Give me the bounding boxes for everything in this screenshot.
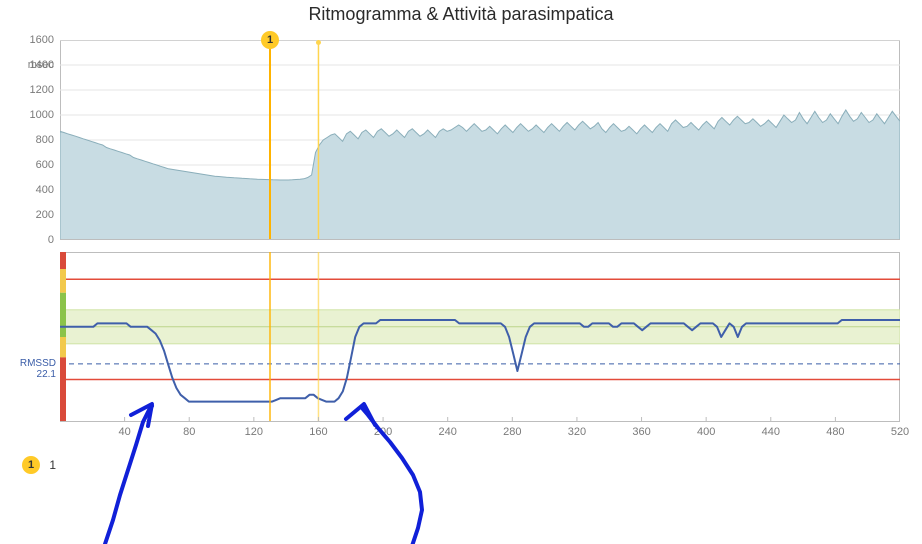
x-tick-label: 80 [183, 426, 195, 438]
legend-badge: 1 [22, 456, 40, 474]
x-tick-label: 440 [762, 426, 780, 438]
bottom-chart-svg [60, 252, 900, 422]
y-tick-label: 0 [48, 234, 54, 246]
y-unit-label: msec [28, 59, 54, 71]
y-tick-label: 1200 [30, 84, 54, 96]
chart-title: Ritmogramma & Attività parasimpatica [0, 4, 922, 25]
x-tick-label: 480 [826, 426, 844, 438]
legend-text: 1 [49, 458, 56, 472]
x-tick-label: 160 [309, 426, 327, 438]
x-tick-label: 280 [503, 426, 521, 438]
y-tick-label: 1000 [30, 109, 54, 121]
rmssd-text: RMSSD [20, 358, 56, 369]
x-tick-label: 400 [697, 426, 715, 438]
rmssd-label: RMSSD 22.1 [20, 358, 56, 380]
y-tick-label: 400 [36, 184, 54, 196]
top-chart: 02004006008001000120014001600 msec 1 [60, 40, 900, 240]
x-tick-label: 320 [568, 426, 586, 438]
x-tick-label: 120 [245, 426, 263, 438]
y-tick-label: 1600 [30, 34, 54, 46]
y-tick-label: 800 [36, 134, 54, 146]
top-chart-svg [60, 40, 900, 240]
y-tick-label: 200 [36, 209, 54, 221]
bottom-x-axis: 4080120160200240280320360400440480520 [60, 422, 900, 442]
x-tick-label: 520 [891, 426, 909, 438]
x-tick-label: 240 [439, 426, 457, 438]
bottom-chart: RMSSD 22.1 [60, 252, 900, 422]
y-tick-label: 600 [36, 159, 54, 171]
page-root: Ritmogramma & Attività parasimpatica 020… [0, 0, 922, 544]
marker-badge: 1 [261, 31, 279, 49]
event-legend: 1 1 [22, 456, 56, 474]
x-tick-label: 40 [118, 426, 130, 438]
x-tick-label: 360 [632, 426, 650, 438]
rmssd-value: 22.1 [37, 369, 56, 380]
x-tick-label: 200 [374, 426, 392, 438]
